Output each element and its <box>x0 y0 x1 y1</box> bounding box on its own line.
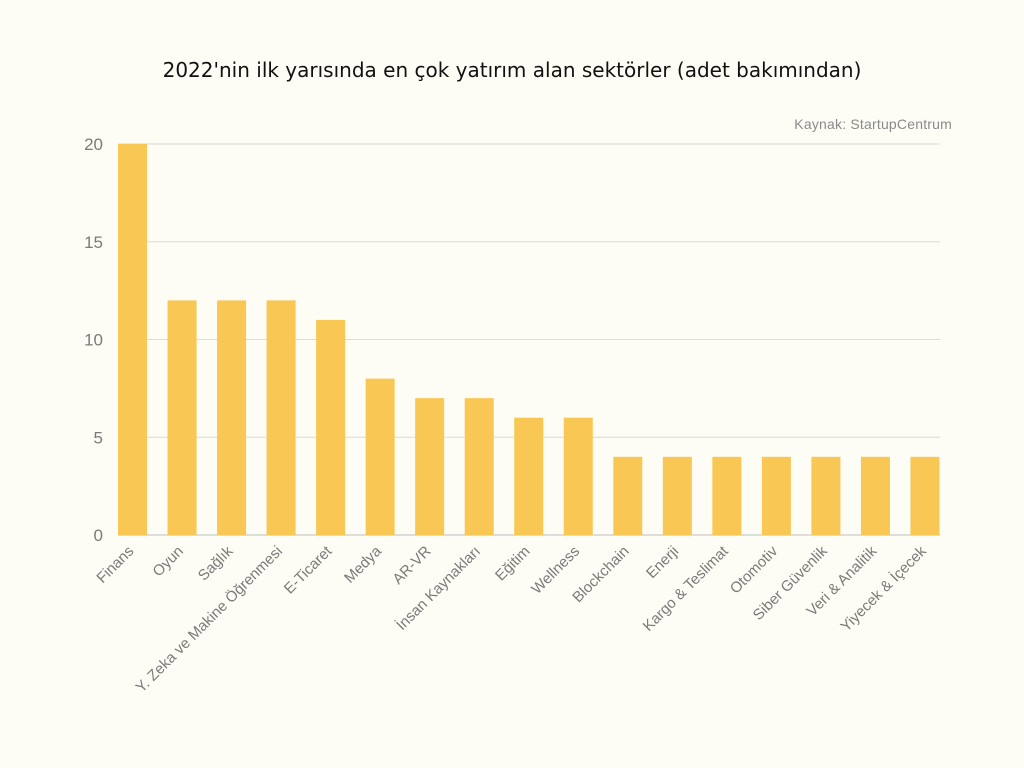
bar <box>662 456 692 535</box>
bars <box>118 144 940 535</box>
bar <box>415 398 445 535</box>
x-category-label: Sağlık <box>195 542 237 584</box>
y-tick-label: 20 <box>84 135 103 154</box>
x-category-label: Medya <box>341 542 385 586</box>
y-axis-ticks: 0 5 10 15 20 <box>84 135 103 545</box>
x-category-label: Finans <box>93 543 137 587</box>
x-category-label: Oyun <box>149 543 186 580</box>
chart-source: Kaynak: StartupCentrum <box>794 116 952 132</box>
bar <box>514 417 544 535</box>
y-tick-label: 15 <box>84 233 103 252</box>
x-category-label: AR-VR <box>389 543 434 588</box>
y-tick-label: 5 <box>94 428 103 447</box>
x-category-label: E-Ticaret <box>281 542 336 597</box>
y-tick-label: 10 <box>84 331 103 350</box>
bar <box>563 417 593 535</box>
bar <box>217 300 247 535</box>
bar <box>167 300 197 535</box>
chart-title: 2022'nin ilk yarısında en çok yatırım al… <box>162 58 862 82</box>
bar <box>365 378 395 535</box>
bar <box>860 456 890 535</box>
bar <box>464 398 494 535</box>
bar <box>266 300 296 535</box>
bar <box>118 144 147 535</box>
bar <box>613 456 643 535</box>
x-category-label: Yiyecek & İçecek <box>837 542 930 635</box>
x-category-label: İnsan Kaynakları <box>392 542 484 634</box>
x-category-label: Eğitim <box>492 543 533 584</box>
bar <box>761 456 791 535</box>
y-tick-label: 0 <box>94 526 103 545</box>
bar <box>712 456 742 535</box>
x-category-label: Enerji <box>643 543 682 582</box>
bar <box>316 319 346 535</box>
x-category-label: Kargo & Teslimat <box>640 542 733 635</box>
bar <box>910 456 940 535</box>
bar <box>811 456 841 535</box>
